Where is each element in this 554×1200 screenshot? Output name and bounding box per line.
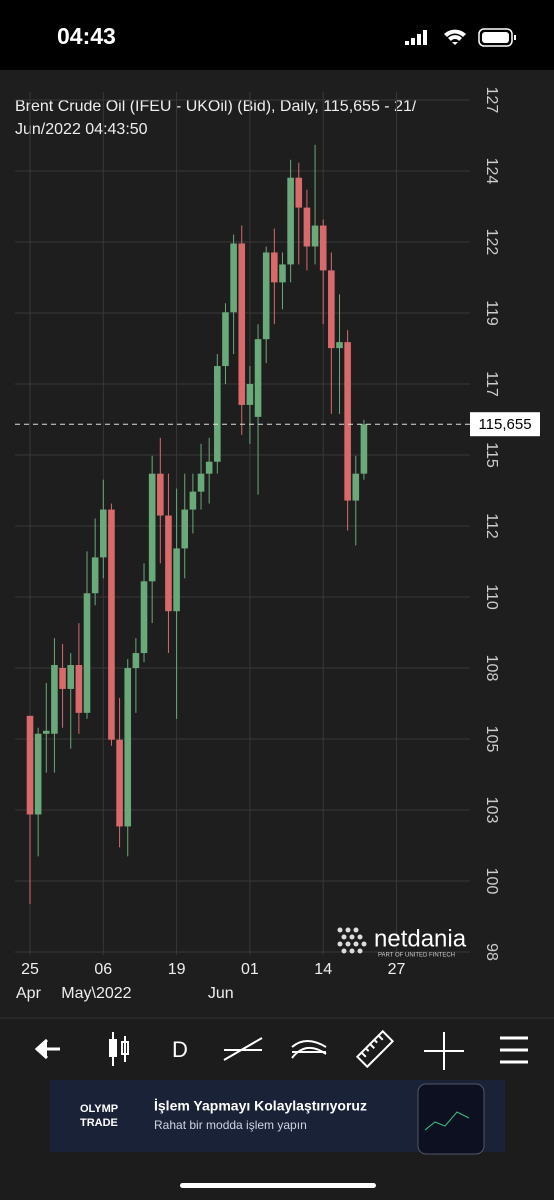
candle-body bbox=[303, 207, 311, 247]
candle-body bbox=[319, 225, 327, 271]
ad-banner[interactable]: OLYMP TRADE İşlem Yapmayı Kolaylaştırıyo… bbox=[50, 1080, 505, 1155]
candle-body bbox=[214, 366, 221, 462]
candle-body bbox=[238, 243, 246, 405]
candle-body bbox=[181, 509, 189, 549]
candle-body bbox=[75, 665, 83, 713]
status-icons bbox=[405, 28, 516, 47]
candle-body bbox=[328, 270, 335, 349]
x-tick-label: May\2022 bbox=[61, 985, 131, 1002]
clock: 04:43 bbox=[57, 23, 116, 49]
candle-body bbox=[26, 715, 34, 815]
toolbar: D bbox=[34, 1029, 528, 1070]
candle-button[interactable] bbox=[109, 1032, 129, 1066]
candle-body bbox=[83, 593, 91, 713]
candle-body bbox=[173, 548, 180, 612]
home-indicator bbox=[180, 1183, 376, 1188]
y-tick-label: 115 bbox=[483, 442, 500, 468]
candle-body bbox=[189, 491, 197, 510]
x-tick-label: Jun bbox=[208, 985, 234, 1002]
chart-title: Brent Crude Oil (IFEU - UKOil) (Bid), Da… bbox=[15, 98, 417, 115]
y-tick-label: 108 bbox=[483, 655, 500, 682]
period-button[interactable]: D bbox=[172, 1037, 188, 1062]
y-tick-label: 112 bbox=[483, 513, 500, 539]
candle-body bbox=[157, 473, 164, 516]
candle-body bbox=[59, 668, 66, 689]
candle-body bbox=[222, 312, 229, 367]
candle-body bbox=[132, 653, 140, 669]
y-tick-label: 122 bbox=[483, 229, 500, 256]
candle-body bbox=[271, 252, 278, 283]
candle-body bbox=[51, 665, 58, 734]
y-tick-label: 110 bbox=[483, 584, 500, 610]
y-tick-label: 119 bbox=[483, 300, 500, 326]
candle-body bbox=[140, 581, 148, 654]
y-tick-label: 100 bbox=[483, 868, 500, 895]
candle-body bbox=[205, 461, 213, 474]
x-tick-label: 25 bbox=[21, 961, 39, 978]
last-price-box bbox=[470, 412, 540, 437]
candle-body bbox=[67, 665, 75, 689]
x-tick-label: 14 bbox=[314, 961, 332, 978]
candle-body bbox=[148, 473, 156, 582]
back-button[interactable] bbox=[34, 1038, 60, 1060]
chart-title: Jun/2022 04:43:50 bbox=[15, 121, 148, 138]
ad-headline: İşlem Yapmayı Kolaylaştırıyoruz bbox=[154, 1098, 367, 1114]
candle-body bbox=[108, 509, 115, 740]
candle-body bbox=[230, 243, 237, 313]
plot: 98 100 103 105 108 110 112 115 117 119 122 124 127 25… bbox=[15, 87, 540, 1002]
x-tick-label: 27 bbox=[388, 961, 406, 978]
trendline-button[interactable] bbox=[223, 1037, 263, 1061]
candle-body bbox=[42, 730, 50, 734]
candle-body bbox=[352, 473, 360, 501]
candle-body bbox=[165, 515, 172, 612]
watermark-sub: PART OF UNITED FINTECH bbox=[378, 953, 455, 959]
ad-graphic bbox=[424, 1111, 470, 1131]
indicator-button[interactable] bbox=[291, 1040, 327, 1059]
y-tick-label: 127 bbox=[483, 87, 500, 114]
ad-sub: Rahat bir modda işlem yapın bbox=[154, 1118, 307, 1132]
watermark: netdania PART OF UNITED FINTECH bbox=[337, 925, 467, 959]
candle-body bbox=[91, 557, 99, 594]
watermark-brand: netdania bbox=[374, 925, 467, 952]
x-tick-label: 19 bbox=[168, 961, 186, 978]
candle-body bbox=[124, 668, 132, 827]
menu-button[interactable] bbox=[500, 1036, 528, 1064]
candle-body bbox=[262, 252, 270, 340]
x-tick-label: Apr bbox=[16, 985, 42, 1002]
y-tick-label: 103 bbox=[483, 797, 500, 824]
candle-body bbox=[360, 424, 368, 474]
y-tick-label: 117 bbox=[483, 371, 500, 397]
candle-body bbox=[197, 473, 205, 492]
candle-body bbox=[295, 177, 303, 208]
y-tick-label: 105 bbox=[483, 726, 500, 753]
candle-body bbox=[246, 383, 254, 405]
candle-body bbox=[287, 177, 294, 265]
x-tick-label: 01 bbox=[241, 961, 259, 978]
candle-body bbox=[254, 339, 262, 417]
x-tick-label: 06 bbox=[94, 961, 112, 978]
ruler-button[interactable] bbox=[355, 1029, 395, 1069]
candle-body bbox=[336, 342, 343, 349]
y-tick-label: 98 bbox=[483, 943, 500, 961]
candle-body bbox=[311, 225, 319, 247]
y-tick-label: 124 bbox=[483, 158, 500, 185]
candle-body bbox=[116, 739, 123, 827]
crosshair-button[interactable] bbox=[424, 1032, 464, 1070]
ad-brand: OLYMP bbox=[80, 1103, 118, 1115]
ad-brand: TRADE bbox=[80, 1117, 118, 1129]
candle-body bbox=[34, 733, 42, 815]
candle-body bbox=[100, 509, 107, 558]
candle-body bbox=[279, 264, 286, 283]
last-price-label: 115,655 bbox=[478, 416, 531, 433]
candle-body bbox=[344, 342, 351, 501]
